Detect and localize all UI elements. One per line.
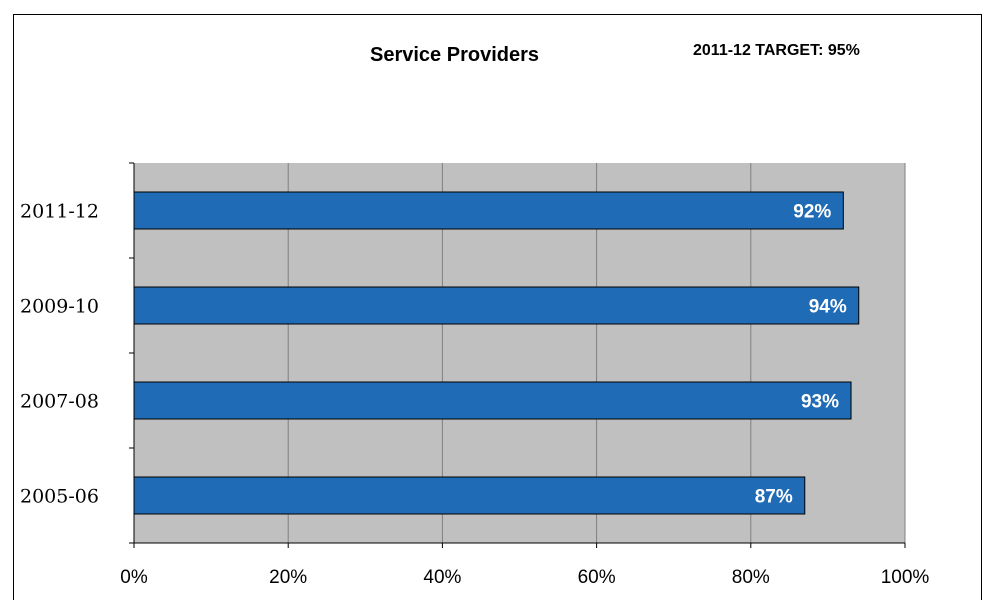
bar-data-label: 93% [801,392,839,413]
x-tick-label: 80% [732,567,770,588]
tick-labels: 0% 20% 40% 60% 80% 100% [120,567,929,588]
x-tick-label: 40% [423,567,461,588]
target-annotation: 2011-12 TARGET: 95% [693,42,860,59]
category-label: 2007-08 [20,391,99,413]
bars: 92% 94% 93% 87% [133,191,860,515]
x-tick-label: 20% [269,567,307,588]
bar-data-label: 92% [793,202,831,223]
category-label: 2005-06 [20,486,99,508]
x-tick-label: 60% [578,567,616,588]
axes [129,162,906,548]
bar [133,191,844,230]
category-label: 2011-12 [20,201,99,223]
bar [133,286,860,325]
category-labels: 2011-12 2009-10 2007-08 2005-06 [20,201,99,508]
bar-data-label: 87% [755,487,793,508]
x-tick-label: 0% [120,567,148,588]
chart-title: Service Providers [370,44,539,66]
x-tick-label: 100% [881,567,930,588]
bar-data-label: 94% [809,297,847,318]
category-label: 2009-10 [20,296,99,318]
bar [133,476,806,515]
chart-frame [13,14,982,600]
bar [133,381,852,420]
